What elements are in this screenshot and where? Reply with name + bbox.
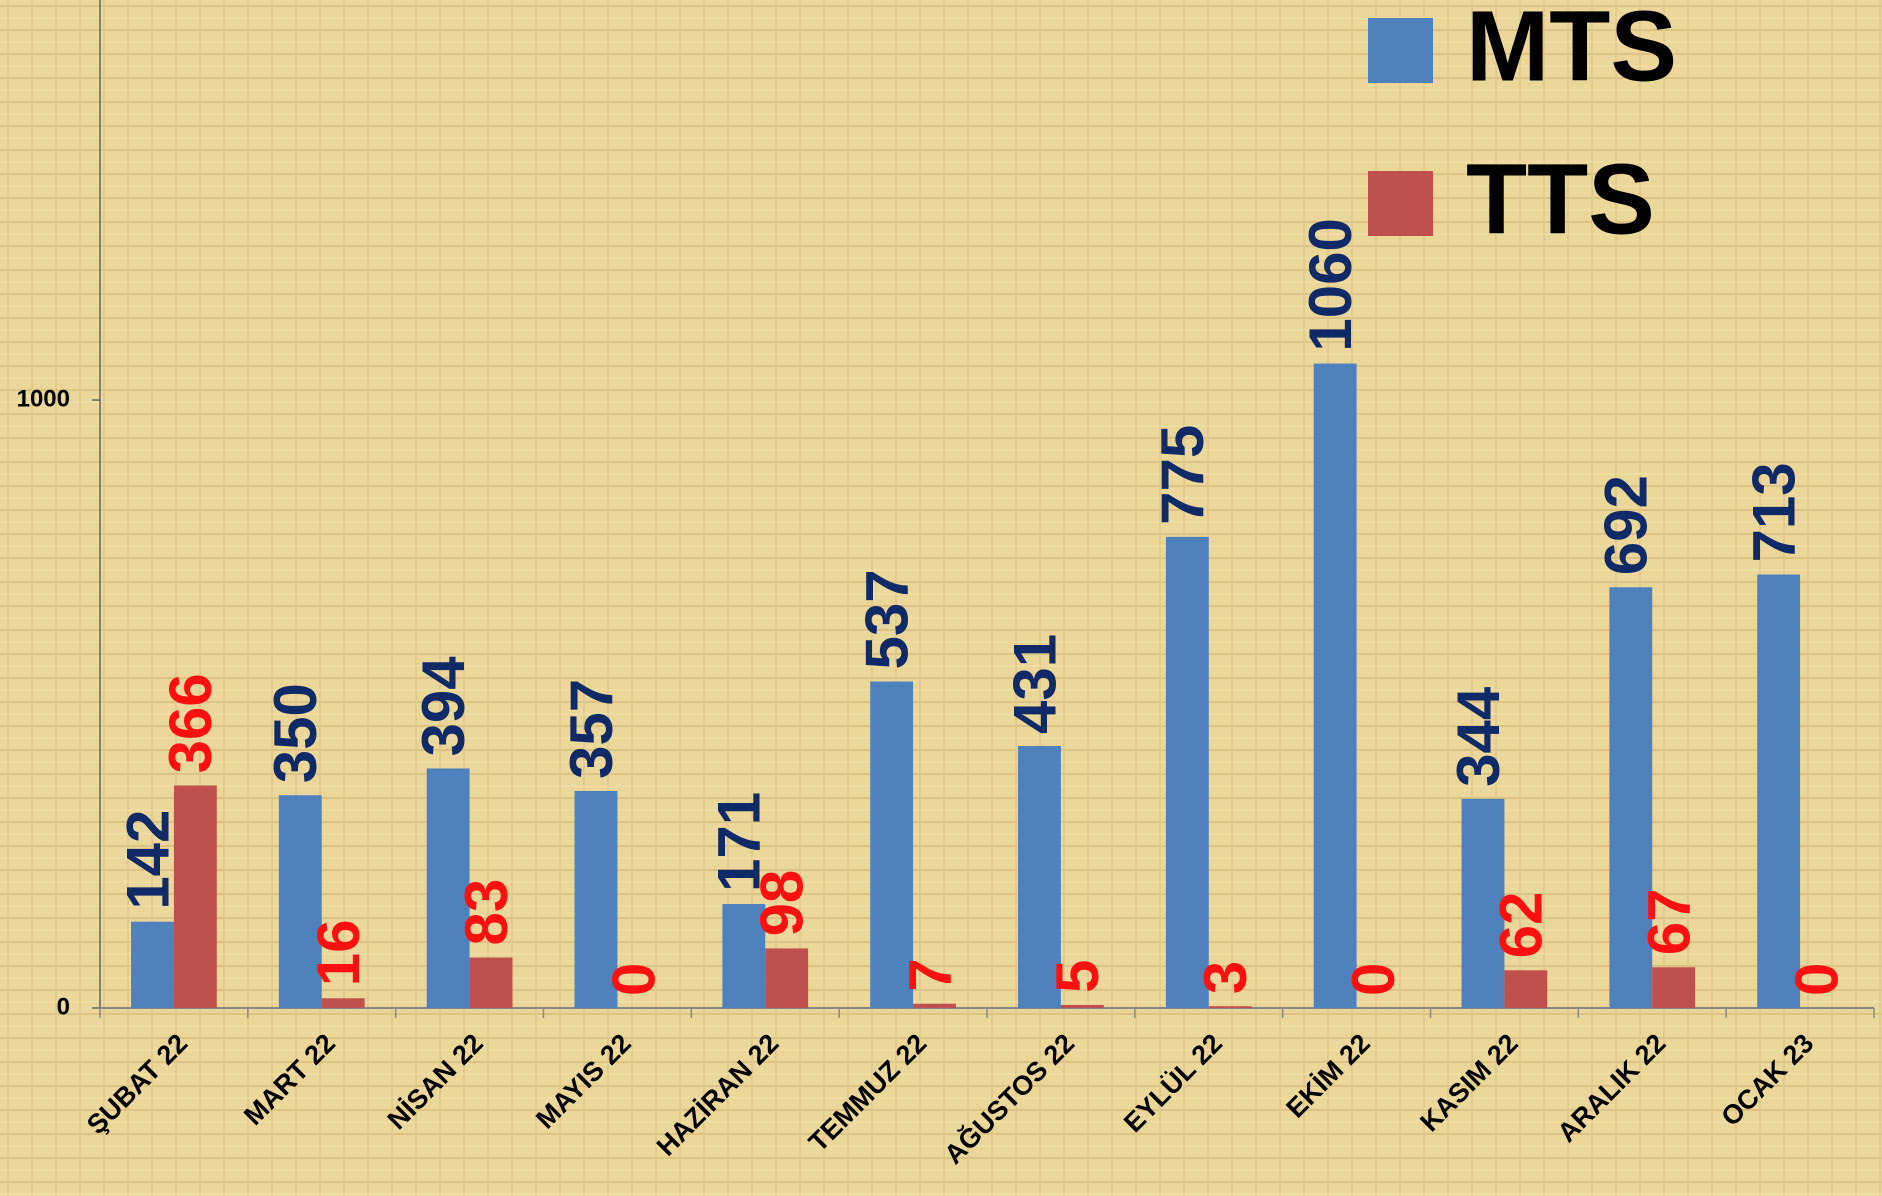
data-label: 0 xyxy=(601,963,668,996)
data-label: 713 xyxy=(1740,462,1807,562)
bar xyxy=(574,790,618,1008)
bar xyxy=(870,681,914,1008)
legend-swatch xyxy=(1368,18,1433,83)
bar xyxy=(1504,970,1548,1008)
data-label: 1060 xyxy=(1297,218,1364,351)
data-label: 350 xyxy=(262,683,329,783)
bar xyxy=(1313,363,1357,1008)
data-label: 62 xyxy=(1488,892,1555,959)
data-label: 83 xyxy=(453,879,520,946)
bar xyxy=(722,904,766,1008)
data-label: 775 xyxy=(1149,425,1216,525)
data-label: 537 xyxy=(853,569,920,669)
legend-swatch xyxy=(1368,171,1433,236)
data-label: 366 xyxy=(157,673,224,773)
bar xyxy=(321,998,365,1008)
bar xyxy=(1609,587,1653,1008)
data-label: 344 xyxy=(1445,686,1512,787)
bar xyxy=(913,1003,956,1008)
data-label: 98 xyxy=(749,870,816,937)
bar xyxy=(1652,967,1696,1008)
y-tick-label: 0 xyxy=(57,993,70,1020)
data-label: 67 xyxy=(1636,889,1703,956)
legend-label: MTS xyxy=(1466,0,1677,102)
data-label: 394 xyxy=(410,656,477,757)
data-label: 16 xyxy=(305,920,372,987)
y-tick-label: 1000 xyxy=(17,385,70,412)
bar xyxy=(1757,574,1801,1008)
bar xyxy=(1461,798,1505,1008)
data-label: 431 xyxy=(1001,634,1068,734)
bar xyxy=(1060,1004,1104,1008)
data-label: 0 xyxy=(1783,963,1850,996)
bar xyxy=(131,921,174,1008)
bar xyxy=(1165,536,1209,1008)
bar xyxy=(469,957,513,1008)
data-label: 142 xyxy=(114,810,181,910)
data-label: 3 xyxy=(1192,961,1259,994)
data-label: 7 xyxy=(896,958,963,991)
data-label: 171 xyxy=(706,792,773,892)
data-label: 357 xyxy=(558,679,625,779)
bar xyxy=(1018,745,1061,1008)
bar xyxy=(173,785,217,1008)
bar xyxy=(1208,1006,1252,1008)
data-label: 5 xyxy=(1044,960,1111,993)
legend-label: TTS xyxy=(1466,143,1655,255)
bar xyxy=(278,795,322,1008)
bar xyxy=(426,768,470,1008)
bar xyxy=(765,948,809,1008)
data-label: 0 xyxy=(1340,963,1407,996)
data-label: 692 xyxy=(1593,475,1660,575)
